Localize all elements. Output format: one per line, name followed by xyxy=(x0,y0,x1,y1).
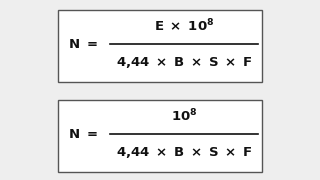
Text: $\mathbf{N}$ $\mathbf{=}$: $\mathbf{N}$ $\mathbf{=}$ xyxy=(68,127,98,141)
Bar xyxy=(58,100,262,172)
Text: $\mathbf{N}$ $\mathbf{=}$: $\mathbf{N}$ $\mathbf{=}$ xyxy=(68,37,98,51)
Text: $\mathbf{4{,}44\ \times\ B\ \times\ S\ \times\ F}$: $\mathbf{4{,}44\ \times\ B\ \times\ S\ \… xyxy=(116,55,252,69)
Text: $\mathbf{E\ \times\ 10^{8}}$: $\mathbf{E\ \times\ 10^{8}}$ xyxy=(154,18,214,34)
Text: $\mathbf{10^{8}}$: $\mathbf{10^{8}}$ xyxy=(171,108,197,124)
Text: $\mathbf{4{,}44\ \times\ B\ \times\ S\ \times\ F}$: $\mathbf{4{,}44\ \times\ B\ \times\ S\ \… xyxy=(116,145,252,159)
Bar xyxy=(58,10,262,82)
